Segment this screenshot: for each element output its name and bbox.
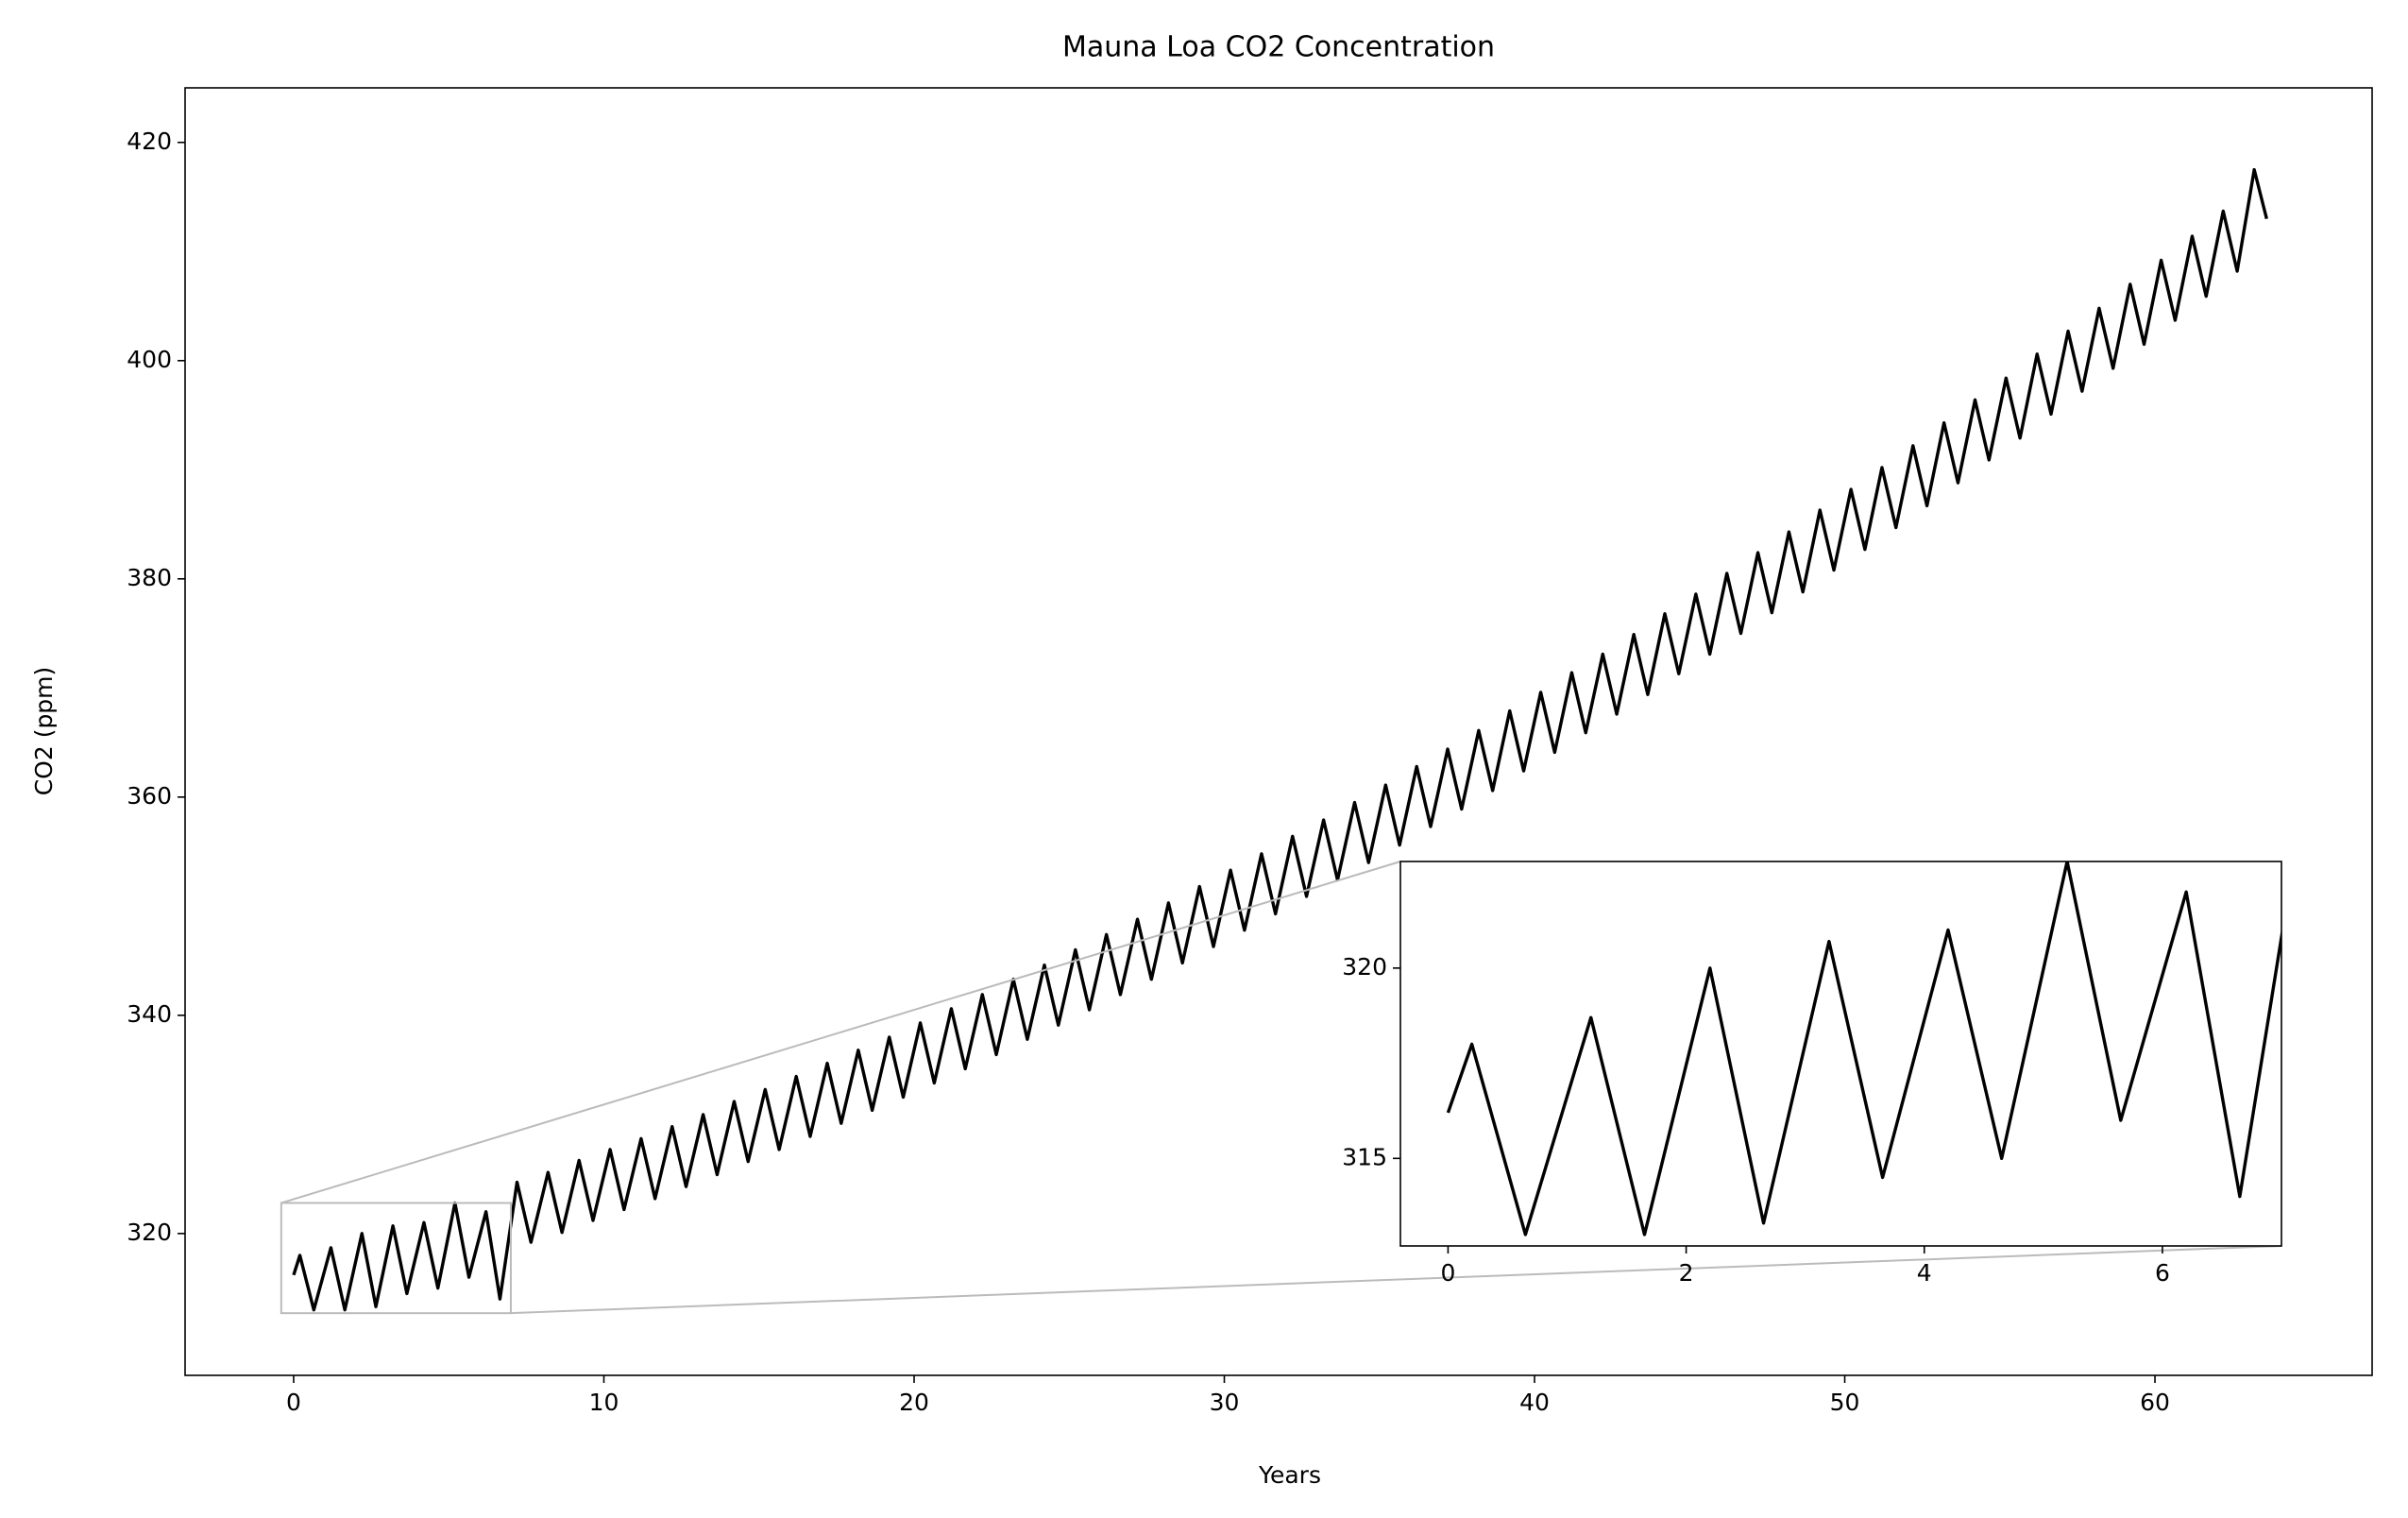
zoom-box	[280, 1202, 512, 1315]
y-tick-label: 340	[127, 1000, 172, 1028]
plot-frame	[184, 87, 2373, 1376]
x-tick-label: 6	[2155, 1259, 2170, 1287]
x-tick-label: 50	[1830, 1389, 1860, 1416]
inset-background	[1400, 861, 2281, 1246]
y-axis-label: CO2 (ppm)	[30, 667, 58, 796]
y-tick-label: 320	[1342, 953, 1387, 981]
x-tick-label: 2	[1679, 1259, 1694, 1287]
y-tick-label: 400	[127, 346, 172, 373]
y-tick-label: 320	[127, 1219, 172, 1246]
chart-title: Mauna Loa CO2 Concentration	[1062, 31, 1495, 64]
y-tick-label: 380	[127, 564, 172, 591]
inset-frame	[1399, 861, 2282, 1247]
x-tick-label: 0	[1440, 1259, 1455, 1287]
x-tick-label: 10	[589, 1389, 619, 1416]
y-tick-label: 360	[127, 782, 172, 810]
x-tick-label: 4	[1917, 1259, 1932, 1287]
x-tick-label: 30	[1210, 1389, 1240, 1416]
x-tick-label: 40	[1519, 1389, 1550, 1416]
x-tick-label: 20	[899, 1389, 929, 1416]
zoom-connector	[280, 861, 1401, 1204]
y-tick-label: 315	[1342, 1143, 1387, 1170]
zoom-connector	[510, 1245, 2282, 1315]
x-axis-label: Years	[1258, 1461, 1321, 1489]
co2-line	[292, 167, 2268, 1312]
y-tick-label: 420	[127, 128, 172, 155]
x-tick-label: 0	[286, 1389, 301, 1416]
x-tick-label: 60	[2140, 1389, 2170, 1416]
